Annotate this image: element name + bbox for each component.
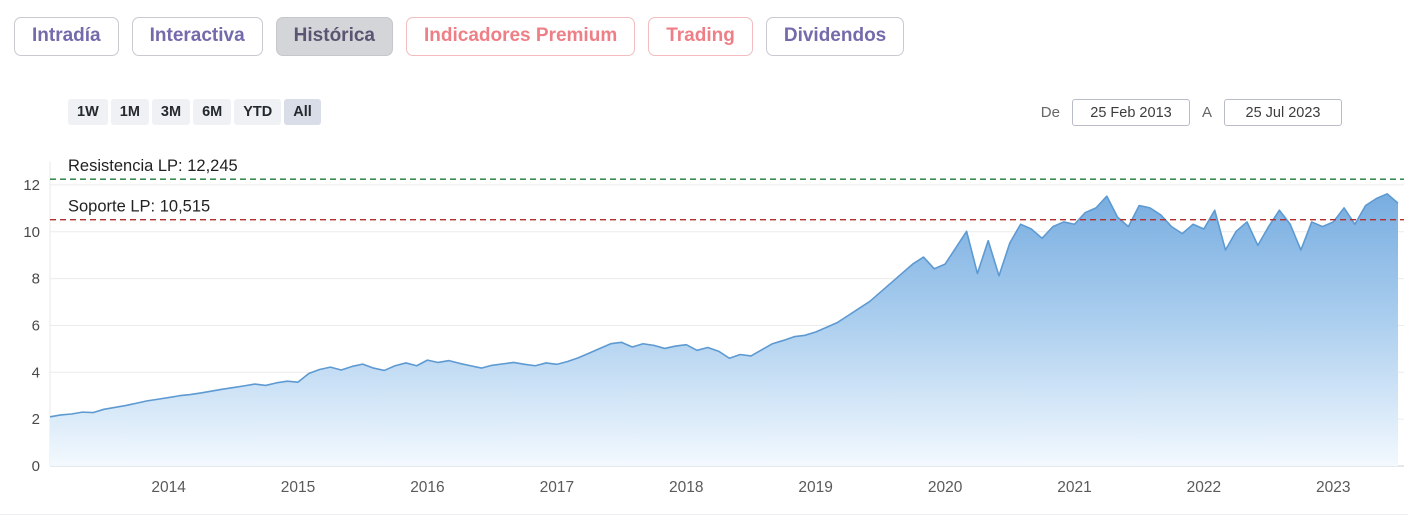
tab-dividendos[interactable]: Dividendos	[765, 17, 905, 56]
y-tick-label: 12	[23, 177, 40, 194]
range-3m[interactable]: 3M	[151, 99, 191, 125]
y-tick-label: 10	[23, 224, 40, 241]
date-to-label: A	[1201, 104, 1212, 121]
x-tick-label: 2016	[410, 479, 444, 496]
tab-intradia[interactable]: Intradía	[14, 17, 119, 56]
y-tick-label: 6	[32, 317, 40, 334]
x-tick-label: 2020	[928, 479, 963, 496]
price-line	[49, 193, 1399, 418]
x-tick-label: 2015	[281, 479, 315, 496]
x-tick-label: 2019	[798, 479, 832, 496]
date-from-input[interactable]	[1071, 99, 1190, 126]
x-tick-label: 2021	[1057, 479, 1091, 496]
range-1w[interactable]: 1W	[68, 99, 108, 125]
date-from-label: De	[1040, 104, 1060, 121]
range-ytd[interactable]: YTD	[234, 99, 282, 125]
range-all[interactable]: All	[284, 99, 321, 125]
x-tick-label: 2018	[669, 479, 703, 496]
resistencia-lp-label: Resistencia LP: 12,245	[68, 157, 238, 175]
y-tick-label: 2	[32, 411, 40, 428]
tab-indicadores-premium[interactable]: Indicadores Premium	[405, 17, 636, 56]
soporte-lp-label: Soporte LP: 10,515	[68, 198, 210, 216]
tab-historica[interactable]: Histórica	[275, 17, 393, 56]
range-6m[interactable]: 6M	[193, 99, 232, 125]
price-chart-canvas[interactable]: 0 2 4 6 8 10 12 2014 2015 2016 2017 2018 2019 2020 202…	[0, 140, 1408, 515]
x-tick-label: 2017	[540, 479, 574, 496]
x-tick-label: 2023	[1316, 479, 1350, 496]
x-tick-label: 2022	[1187, 479, 1221, 496]
range-selector: 1W 1M 3M 6M YTD All	[68, 99, 321, 125]
tab-bar: Intradía Interactiva Histórica Indicador…	[14, 17, 905, 56]
date-range-controls: De A	[1041, 99, 1342, 126]
price-area	[50, 193, 1398, 466]
date-to-input[interactable]	[1224, 99, 1342, 126]
y-tick-label: 0	[32, 458, 40, 475]
y-tick-label: 8	[32, 271, 40, 288]
range-1m[interactable]: 1M	[110, 99, 149, 125]
y-tick-label: 4	[32, 364, 40, 381]
price-chart[interactable]: 0 2 4 6 8 10 12 2014 2015 2016 2017 2018 2019 2020 202…	[0, 140, 1408, 515]
tab-trading[interactable]: Trading	[648, 17, 753, 56]
tab-interactiva[interactable]: Interactiva	[131, 17, 263, 56]
x-tick-label: 2014	[151, 479, 186, 496]
